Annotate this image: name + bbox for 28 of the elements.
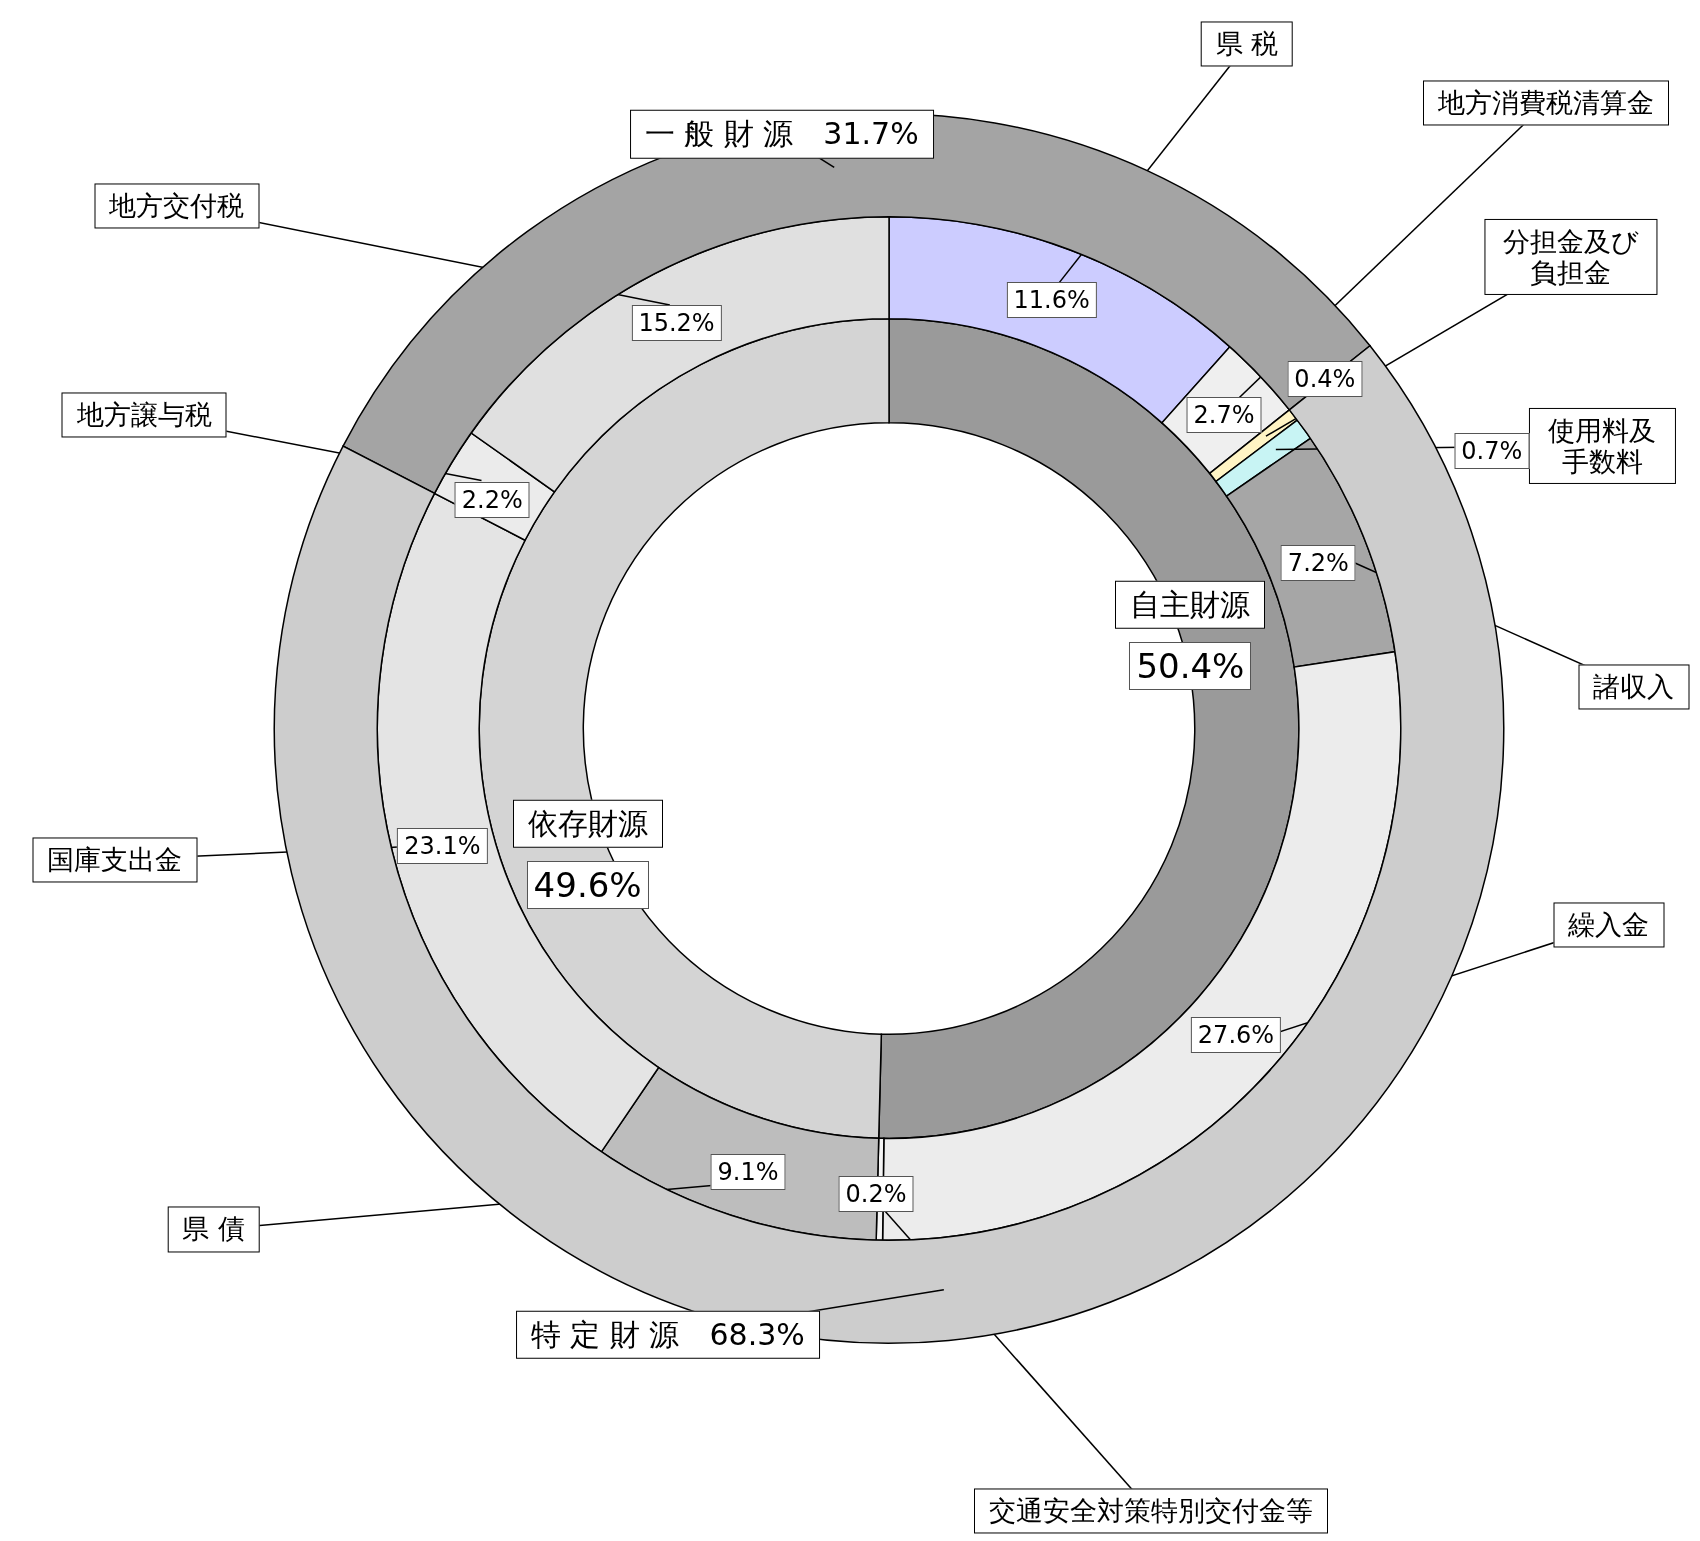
data-label: 2.7% [1186,397,1262,434]
slice-label: 地方譲与税 [61,392,227,438]
data-label: 0.7% [1454,433,1530,470]
data-label: 0.2% [838,1175,914,1212]
slice-label: 国庫支出金 [32,837,198,883]
slice-label: 県 債 [167,1206,260,1252]
slice-label: 地方消費税清算金 [1423,80,1670,126]
slice-label: 繰入金 [1553,902,1665,948]
slice-label: 分担金及び負担金 [1484,218,1658,295]
data-label: 49.6% [526,860,649,909]
data-label: 9.1% [710,1154,786,1190]
data-label: 50.4% [1129,641,1252,690]
slice-label: 依存財源 [512,799,663,849]
slice-label: 県 税 [1200,21,1294,67]
slice-label: 一 般 財 源 31.7% [629,110,934,159]
slice-label: 特 定 財 源 68.3% [515,1310,820,1359]
data-label: 7.2% [1280,544,1356,581]
data-label: 2.2% [454,481,530,518]
data-label: 27.6% [1190,1017,1282,1054]
data-label: 15.2% [631,305,722,342]
slice-label: 諸収入 [1578,664,1690,710]
slice-label: 地方交付税 [94,183,260,229]
slice-label: 自主財源 [1115,580,1266,630]
data-label: 11.6% [1006,282,1097,319]
data-label: 23.1% [397,827,488,864]
slice-label: 交通安全対策特別交付金等 [974,1488,1329,1534]
slice-label: 使用料及手数料 [1529,407,1676,484]
data-label: 0.4% [1287,361,1363,398]
